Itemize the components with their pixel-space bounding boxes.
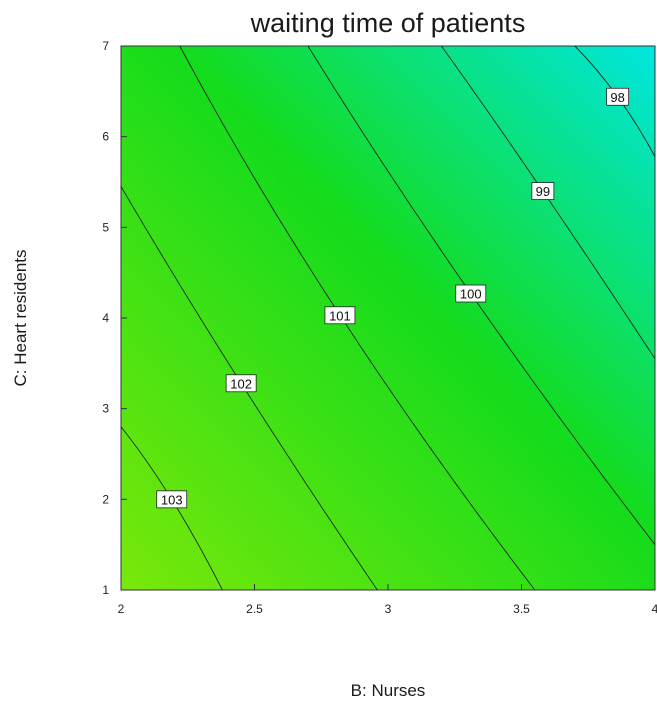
contour-label-box bbox=[455, 284, 487, 303]
contour-label-box bbox=[606, 87, 630, 106]
contour-label-text: 103 bbox=[161, 492, 183, 507]
contour-label-text: 98 bbox=[610, 90, 624, 105]
contour-labels: 103 102 101 100 99 98 bbox=[156, 87, 630, 509]
y-tick-label: 1 bbox=[102, 583, 109, 597]
contour-label-103: 103 bbox=[156, 490, 188, 509]
y-tick-label: 2 bbox=[102, 492, 109, 506]
x-tick-label: 3.5 bbox=[513, 602, 530, 616]
contour-label-98: 98 bbox=[606, 87, 630, 106]
contour-label-box bbox=[156, 490, 188, 509]
y-tick-label: 3 bbox=[102, 402, 109, 416]
contour-label-box bbox=[324, 306, 356, 325]
y-tick-label: 6 bbox=[102, 130, 109, 144]
contour-label-text: 100 bbox=[460, 287, 482, 302]
x-tick-label: 3 bbox=[385, 602, 392, 616]
plot-area bbox=[120, 45, 656, 591]
x-axis-label: B: Nurses bbox=[351, 681, 426, 700]
y-tick-label: 5 bbox=[102, 220, 109, 234]
x-tick-label: 2.5 bbox=[246, 602, 263, 616]
y-axis: 1 2 3 4 5 6 7 bbox=[102, 39, 127, 597]
chart-title: waiting time of patients bbox=[250, 8, 526, 38]
x-axis: 2 2.5 3 3.5 4 bbox=[118, 584, 657, 616]
x-tick-label: 4 bbox=[652, 602, 657, 616]
y-tick-label: 7 bbox=[102, 39, 109, 53]
contour-label-text: 102 bbox=[230, 376, 252, 391]
contour-label-102: 102 bbox=[225, 374, 257, 393]
contour-label-99: 99 bbox=[531, 182, 555, 200]
contour-label-101: 101 bbox=[324, 306, 356, 325]
contour-label-100: 100 bbox=[455, 284, 487, 303]
y-axis-label: C: Heart residents bbox=[11, 250, 30, 387]
contour-label-text: 101 bbox=[329, 308, 351, 323]
contour-label-box bbox=[531, 182, 555, 200]
contour-label-box bbox=[225, 374, 257, 393]
contour-label-text: 99 bbox=[536, 184, 550, 199]
y-tick-label: 4 bbox=[102, 311, 109, 325]
x-tick-label: 2 bbox=[118, 602, 125, 616]
